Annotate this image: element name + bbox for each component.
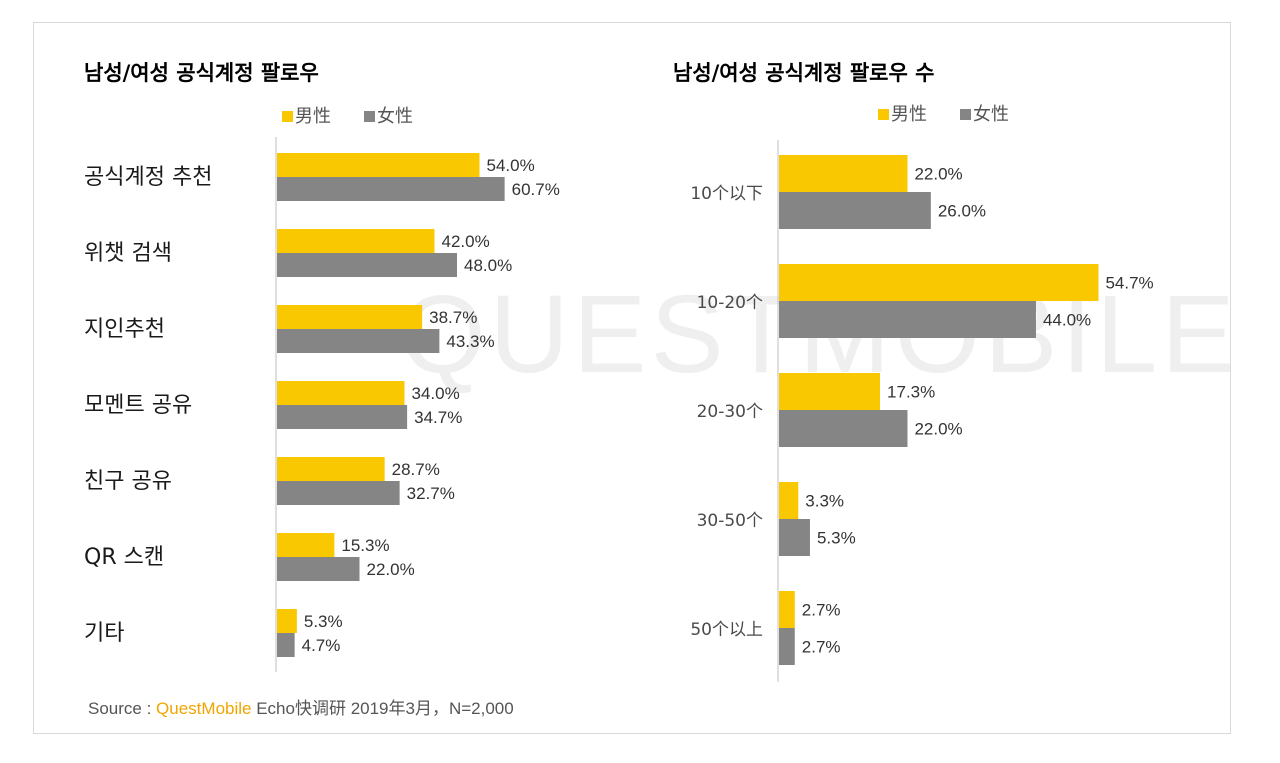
- bar-female: [277, 405, 408, 429]
- data-label: 5.3%: [817, 529, 856, 548]
- bar-male: [277, 457, 385, 481]
- data-label: 34.7%: [414, 408, 462, 427]
- category-label: 30-50个: [697, 511, 763, 531]
- legend-swatch: [960, 109, 971, 120]
- data-label: 54.0%: [487, 156, 535, 175]
- category-label: 지인추천: [84, 317, 165, 342]
- category-label: 위챗 검색: [84, 241, 172, 266]
- category-label: 50个以上: [690, 620, 763, 640]
- bar-male: [779, 591, 795, 628]
- chart-right: 남성/여성 공식계정 팔로우 수 男性 女性 10个以下 22.0% 26.0% 10-20…: [673, 61, 1154, 682]
- legend-label: 女性: [377, 106, 413, 127]
- data-label: 28.7%: [392, 460, 440, 479]
- data-label: 22.0%: [914, 420, 962, 439]
- bar-male: [779, 155, 908, 192]
- bar-male: [779, 482, 799, 519]
- data-label: 22.0%: [367, 560, 415, 579]
- data-label: 44.0%: [1043, 311, 1091, 330]
- data-label: 26.0%: [938, 202, 986, 221]
- bar-male: [277, 533, 335, 557]
- category-label: 10-20个: [697, 293, 763, 313]
- data-label: 48.0%: [464, 256, 512, 275]
- chart-left: 남성/여성 공식계정 팔로우 男性 女性 공식계정 추천 54.0% 60.7% 위챗 검색…: [84, 61, 560, 672]
- legend-swatch: [364, 111, 375, 122]
- category-label: 공식계정 추천: [84, 165, 212, 190]
- bar-female: [277, 253, 457, 277]
- legend-swatch: [282, 111, 293, 122]
- data-label: 3.3%: [805, 492, 844, 511]
- bar-female: [277, 633, 295, 657]
- bar-male: [277, 153, 480, 177]
- category-label: 10个以下: [690, 184, 763, 204]
- data-label: 42.0%: [442, 232, 490, 251]
- bar-male: [277, 229, 435, 253]
- data-label: 5.3%: [304, 612, 343, 631]
- category-label: 친구 공유: [84, 469, 172, 494]
- bar-female: [779, 410, 908, 447]
- data-label: 38.7%: [429, 308, 477, 327]
- data-label: 43.3%: [446, 332, 494, 351]
- source-brand: QuestMobile: [156, 699, 252, 718]
- bar-female: [779, 301, 1036, 338]
- legend-label: 男性: [295, 106, 331, 127]
- bar-female: [277, 481, 400, 505]
- chart-title: 남성/여성 공식계정 팔로우 수: [673, 61, 934, 85]
- bar-male: [779, 373, 881, 410]
- data-label: 4.7%: [302, 636, 341, 655]
- data-label: 2.7%: [802, 638, 841, 657]
- data-label: 17.3%: [887, 383, 935, 402]
- source-note: Source : QuestMobile Echo快调研 2019年3月，N=2…: [88, 694, 514, 719]
- legend-label: 男性: [891, 104, 927, 125]
- category-label: 기타: [84, 621, 124, 646]
- bar-male: [277, 305, 423, 329]
- data-label: 32.7%: [407, 484, 455, 503]
- data-label: 60.7%: [512, 180, 560, 199]
- legend-label: 女性: [973, 104, 1009, 125]
- bar-male: [277, 381, 405, 405]
- bar-female: [277, 557, 360, 581]
- source-suffix: Echo快调研 2019年3月，N=2,000: [256, 699, 514, 718]
- data-label: 2.7%: [802, 601, 841, 620]
- chart-title: 남성/여성 공식계정 팔로우: [84, 61, 319, 85]
- legend-swatch: [878, 109, 889, 120]
- bar-female: [277, 329, 440, 353]
- data-label: 15.3%: [341, 536, 389, 555]
- category-label: 모멘트 공유: [84, 393, 192, 418]
- category-label: QR 스캔: [84, 545, 164, 570]
- data-label: 22.0%: [914, 165, 962, 184]
- bar-male: [779, 264, 1099, 301]
- bar-female: [779, 628, 795, 665]
- data-label: 54.7%: [1105, 274, 1153, 293]
- source-prefix: Source :: [88, 699, 152, 718]
- chart-frame: [33, 22, 1231, 734]
- bar-female: [779, 519, 810, 556]
- category-label: 20-30个: [697, 402, 763, 422]
- bar-male: [277, 609, 297, 633]
- bar-female: [779, 192, 931, 229]
- data-label: 34.0%: [412, 384, 460, 403]
- bar-female: [277, 177, 505, 201]
